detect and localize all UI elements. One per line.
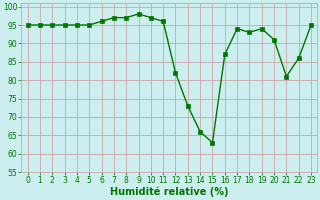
X-axis label: Humidité relative (%): Humidité relative (%)	[110, 187, 228, 197]
